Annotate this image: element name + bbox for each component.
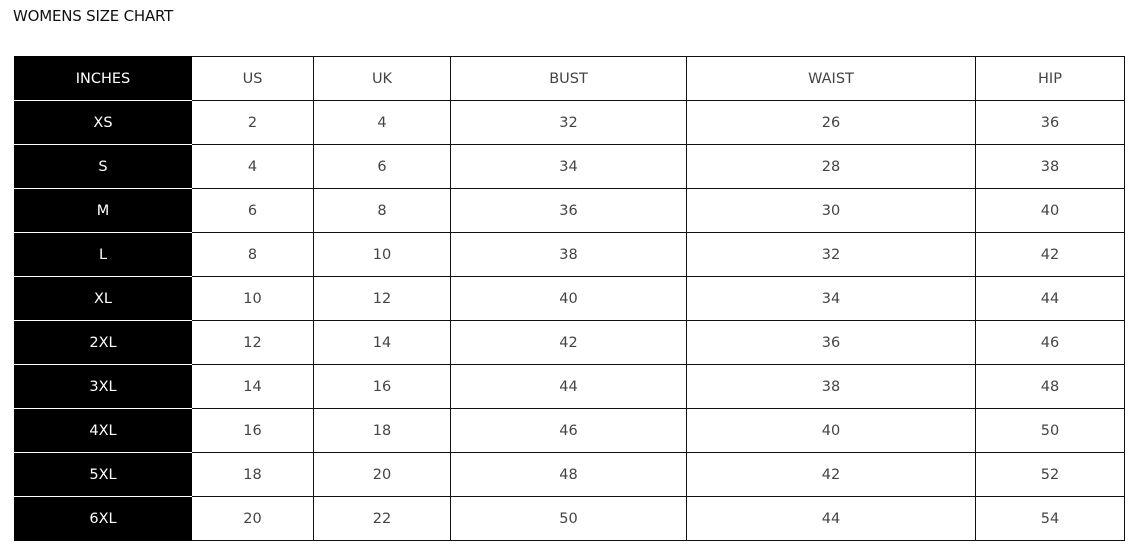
- table-row: 5XL 18 20 48 42 52: [14, 452, 1125, 497]
- cell-uk: 20: [313, 452, 451, 497]
- cell-us: 18: [191, 452, 314, 497]
- header-cell-uk: UK: [313, 56, 451, 101]
- cell-size: 5XL: [14, 452, 192, 497]
- table-row: M 6 8 36 30 40: [14, 188, 1125, 233]
- cell-hip: 40: [975, 188, 1125, 233]
- cell-size: 4XL: [14, 408, 192, 453]
- cell-waist: 34: [686, 276, 976, 321]
- header-row: INCHES US UK BUST WAIST HIP: [14, 56, 1125, 101]
- cell-hip: 54: [975, 496, 1125, 541]
- table-row: 2XL 12 14 42 36 46: [14, 320, 1125, 365]
- cell-waist: 32: [686, 232, 976, 277]
- cell-uk: 12: [313, 276, 451, 321]
- cell-size: 6XL: [14, 496, 192, 541]
- cell-waist: 36: [686, 320, 976, 365]
- cell-uk: 6: [313, 144, 451, 189]
- header-cell-size: INCHES: [14, 56, 192, 101]
- cell-us: 4: [191, 144, 314, 189]
- cell-size: XL: [14, 276, 192, 321]
- cell-uk: 14: [313, 320, 451, 365]
- header-cell-hip: HIP: [975, 56, 1125, 101]
- cell-waist: 40: [686, 408, 976, 453]
- cell-size: S: [14, 144, 192, 189]
- cell-hip: 44: [975, 276, 1125, 321]
- cell-bust: 40: [450, 276, 687, 321]
- cell-bust: 38: [450, 232, 687, 277]
- cell-us: 2: [191, 100, 314, 145]
- cell-hip: 38: [975, 144, 1125, 189]
- table-row: XS 2 4 32 26 36: [14, 100, 1125, 145]
- cell-us: 12: [191, 320, 314, 365]
- page-title: WOMENS SIZE CHART: [13, 7, 174, 25]
- cell-hip: 46: [975, 320, 1125, 365]
- cell-hip: 42: [975, 232, 1125, 277]
- cell-uk: 8: [313, 188, 451, 233]
- header-cell-us: US: [191, 56, 314, 101]
- cell-size: 3XL: [14, 364, 192, 409]
- header-cell-bust: BUST: [450, 56, 687, 101]
- cell-us: 6: [191, 188, 314, 233]
- cell-bust: 34: [450, 144, 687, 189]
- table-row: 3XL 14 16 44 38 48: [14, 364, 1125, 409]
- table-row: 6XL 20 22 50 44 54: [14, 496, 1125, 541]
- table-row: XL 10 12 40 34 44: [14, 276, 1125, 321]
- cell-hip: 52: [975, 452, 1125, 497]
- cell-bust: 44: [450, 364, 687, 409]
- cell-us: 20: [191, 496, 314, 541]
- table-row: 4XL 16 18 46 40 50: [14, 408, 1125, 453]
- cell-size: M: [14, 188, 192, 233]
- cell-size: XS: [14, 100, 192, 145]
- cell-waist: 26: [686, 100, 976, 145]
- cell-bust: 48: [450, 452, 687, 497]
- cell-bust: 32: [450, 100, 687, 145]
- cell-us: 10: [191, 276, 314, 321]
- cell-waist: 30: [686, 188, 976, 233]
- cell-waist: 42: [686, 452, 976, 497]
- size-chart-table: INCHES US UK BUST WAIST HIP XS 2 4 32 26 36 S 4 6 34 28 3…: [14, 56, 1125, 541]
- cell-bust: 42: [450, 320, 687, 365]
- cell-uk: 18: [313, 408, 451, 453]
- cell-bust: 36: [450, 188, 687, 233]
- cell-us: 8: [191, 232, 314, 277]
- cell-us: 16: [191, 408, 314, 453]
- cell-uk: 22: [313, 496, 451, 541]
- cell-waist: 38: [686, 364, 976, 409]
- cell-hip: 50: [975, 408, 1125, 453]
- cell-waist: 28: [686, 144, 976, 189]
- table-row: S 4 6 34 28 38: [14, 144, 1125, 189]
- cell-uk: 4: [313, 100, 451, 145]
- cell-bust: 46: [450, 408, 687, 453]
- cell-size: L: [14, 232, 192, 277]
- header-cell-waist: WAIST: [686, 56, 976, 101]
- cell-uk: 10: [313, 232, 451, 277]
- cell-hip: 48: [975, 364, 1125, 409]
- cell-bust: 50: [450, 496, 687, 541]
- table-row: L 8 10 38 32 42: [14, 232, 1125, 277]
- cell-waist: 44: [686, 496, 976, 541]
- cell-size: 2XL: [14, 320, 192, 365]
- cell-uk: 16: [313, 364, 451, 409]
- cell-us: 14: [191, 364, 314, 409]
- cell-hip: 36: [975, 100, 1125, 145]
